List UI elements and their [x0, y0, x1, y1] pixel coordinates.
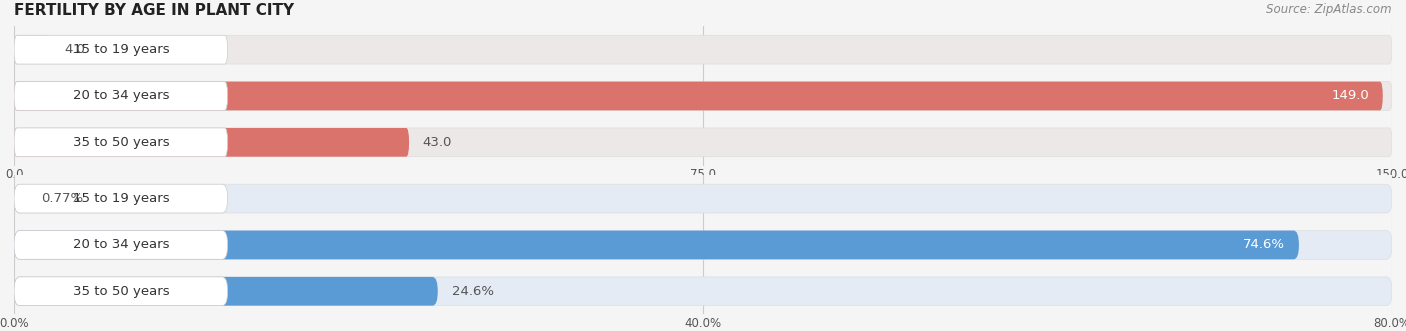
FancyBboxPatch shape — [14, 82, 1392, 110]
FancyBboxPatch shape — [14, 231, 1392, 259]
FancyBboxPatch shape — [14, 231, 228, 259]
FancyBboxPatch shape — [14, 128, 409, 157]
FancyBboxPatch shape — [14, 184, 228, 213]
Text: 43.0: 43.0 — [423, 136, 453, 149]
FancyBboxPatch shape — [14, 128, 1392, 157]
FancyBboxPatch shape — [14, 82, 1382, 110]
Text: 4.0: 4.0 — [65, 43, 86, 56]
Text: 15 to 19 years: 15 to 19 years — [73, 192, 169, 205]
FancyBboxPatch shape — [14, 82, 228, 110]
Text: Source: ZipAtlas.com: Source: ZipAtlas.com — [1267, 3, 1392, 16]
FancyBboxPatch shape — [14, 35, 51, 64]
Text: 15 to 19 years: 15 to 19 years — [73, 43, 169, 56]
FancyBboxPatch shape — [14, 35, 228, 64]
FancyBboxPatch shape — [14, 184, 1392, 213]
Text: 35 to 50 years: 35 to 50 years — [73, 136, 169, 149]
Text: 20 to 34 years: 20 to 34 years — [73, 238, 169, 252]
Text: 24.6%: 24.6% — [451, 285, 494, 298]
FancyBboxPatch shape — [14, 277, 1392, 306]
FancyBboxPatch shape — [14, 277, 437, 306]
Text: FERTILITY BY AGE IN PLANT CITY: FERTILITY BY AGE IN PLANT CITY — [14, 3, 294, 18]
FancyBboxPatch shape — [14, 184, 27, 213]
Text: 0.77%: 0.77% — [41, 192, 83, 205]
FancyBboxPatch shape — [14, 128, 228, 157]
Text: 20 to 34 years: 20 to 34 years — [73, 89, 169, 103]
FancyBboxPatch shape — [14, 231, 1299, 259]
Text: 149.0: 149.0 — [1331, 89, 1369, 103]
FancyBboxPatch shape — [14, 277, 228, 306]
Text: 35 to 50 years: 35 to 50 years — [73, 285, 169, 298]
Text: 74.6%: 74.6% — [1243, 238, 1285, 252]
FancyBboxPatch shape — [14, 35, 1392, 64]
